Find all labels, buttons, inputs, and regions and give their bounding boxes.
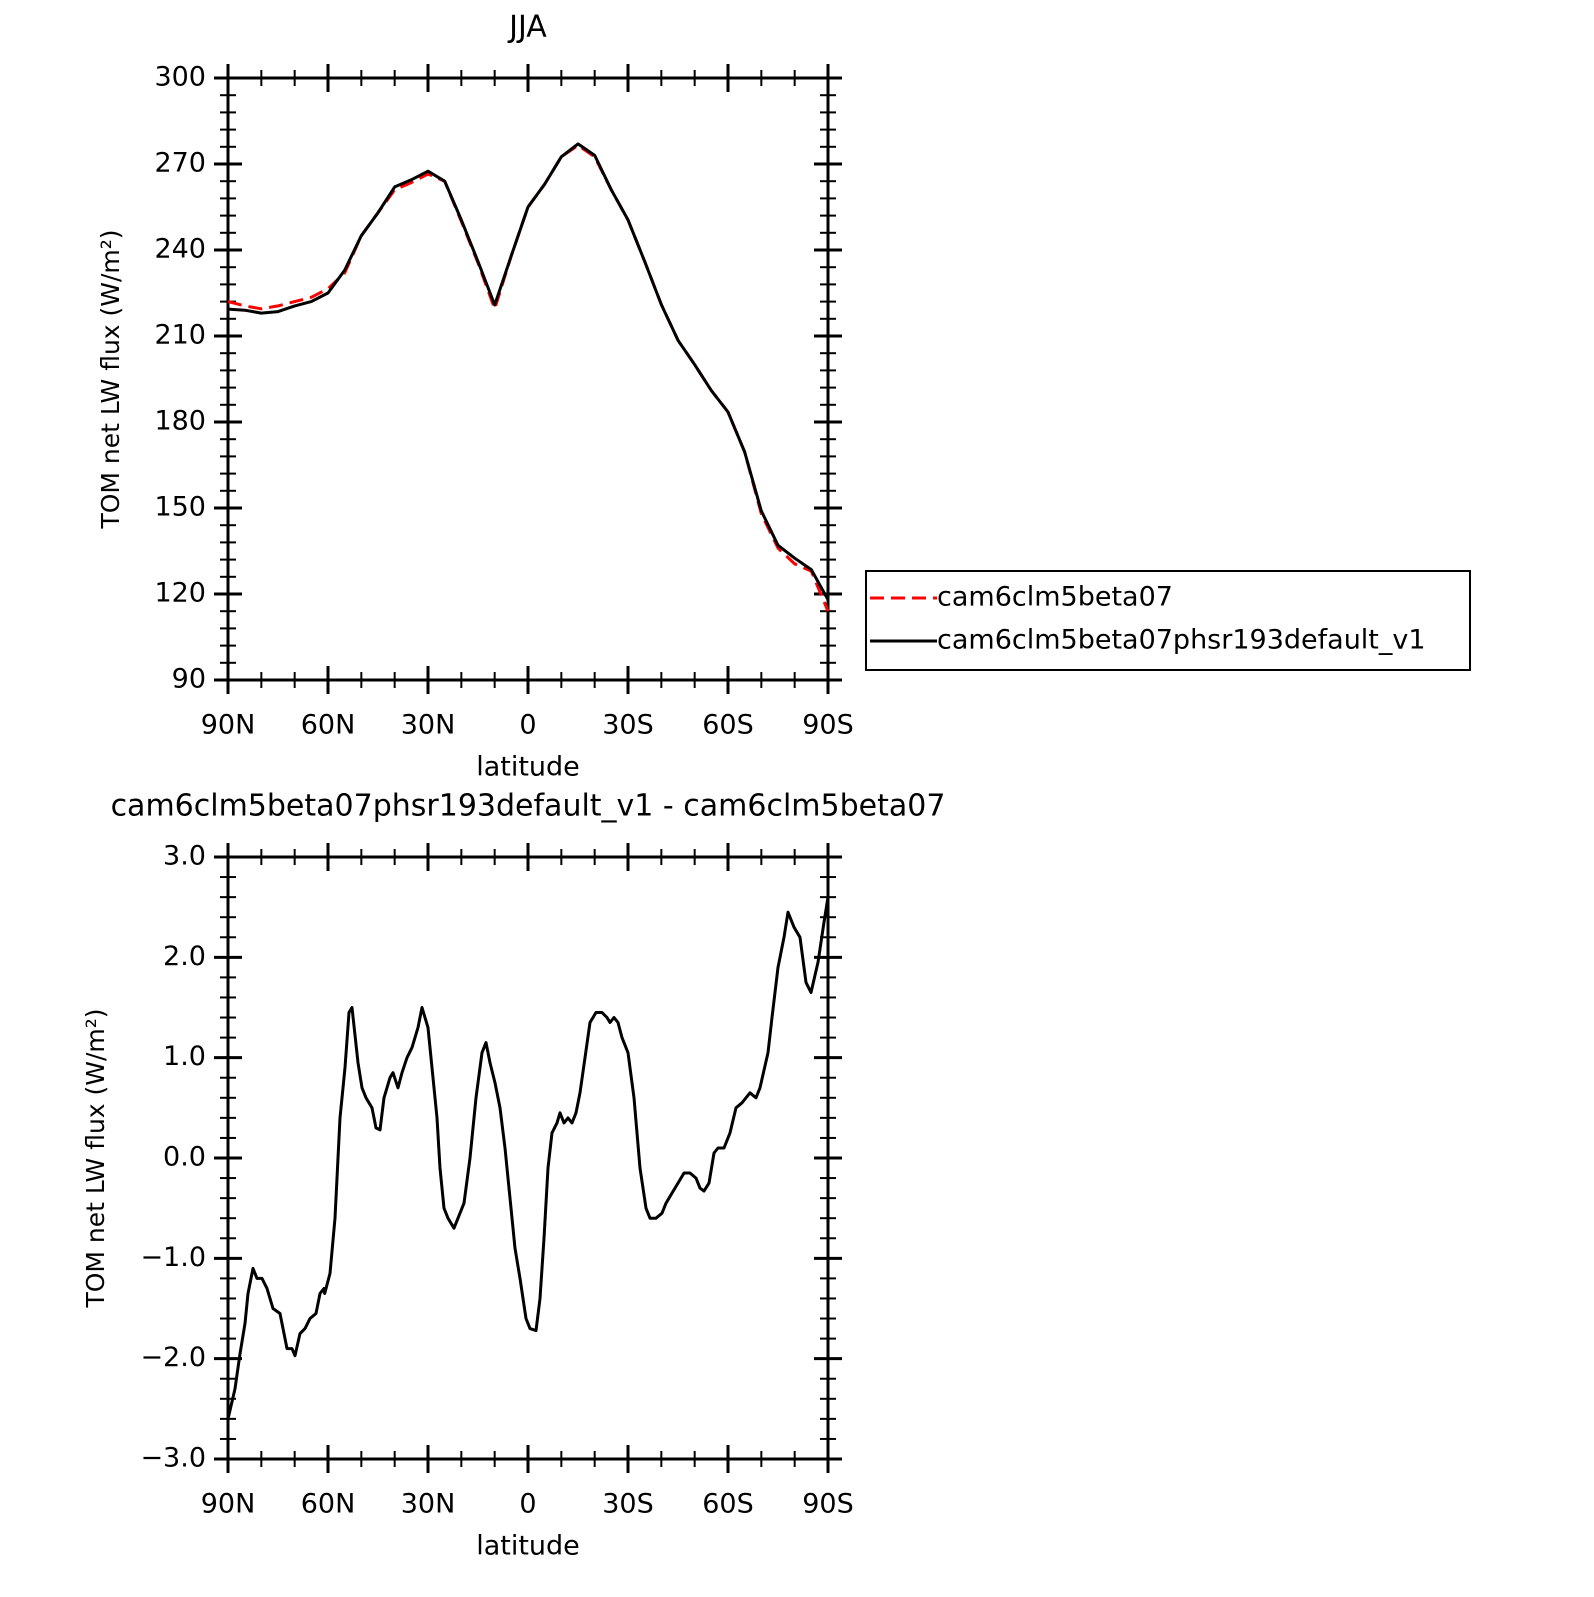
chart-title: cam6clm5beta07phsr193default_v1 - cam6cl… [111,789,946,824]
y-tick-label: −1.0 [140,1242,206,1273]
y-tick-label: 2.0 [163,941,206,972]
y-tick-label: 90 [172,664,206,695]
plot-frame [226,76,830,682]
y-tick-label: −3.0 [140,1443,206,1474]
x-tick-label: 30S [602,710,654,741]
y-tick-label: 300 [154,62,206,93]
x-tick-label: 0 [519,1489,536,1520]
x-axis-label: latitude [476,1531,580,1562]
x-axis-label: latitude [476,752,580,783]
y-axis-label: TOM net LW flux (W/m²) [96,229,125,529]
x-tick-label: 0 [519,710,536,741]
x-tick-label: 60S [702,710,754,741]
y-tick-label: 120 [154,578,206,609]
x-tick-label: 90S [802,1489,854,1520]
x-tick-label: 60S [702,1489,754,1520]
x-tick-label: 30N [401,1489,456,1520]
y-tick-label: 150 [154,492,206,523]
x-tick-label: 60N [301,1489,356,1520]
legend-label: cam6clm5beta07phsr193default_v1 [937,625,1426,656]
y-tick-label: 180 [154,406,206,437]
plot-frame [226,855,830,1461]
series-line [226,896,830,1420]
y-tick-label: 270 [154,148,206,179]
legend-label: cam6clm5beta07 [937,582,1173,613]
legend-box [865,570,1471,671]
y-tick-label: −2.0 [140,1342,206,1373]
x-tick-label: 90S [802,710,854,741]
y-tick-label: 210 [154,320,206,351]
y-tick-label: 0.0 [163,1142,206,1173]
chart-title: JJA [507,10,547,45]
x-tick-label: 30S [602,1489,654,1520]
y-tick-label: 1.0 [163,1041,206,1072]
x-tick-label: 30N [401,710,456,741]
y-axis-label: TOM net LW flux (W/m²) [81,1008,110,1308]
x-tick-label: 90N [201,710,256,741]
series-line [227,142,830,601]
series-line [227,143,830,612]
y-tick-label: 240 [154,234,206,265]
x-tick-label: 60N [301,710,356,741]
x-tick-label: 90N [201,1489,256,1520]
y-tick-label: 3.0 [163,841,206,872]
